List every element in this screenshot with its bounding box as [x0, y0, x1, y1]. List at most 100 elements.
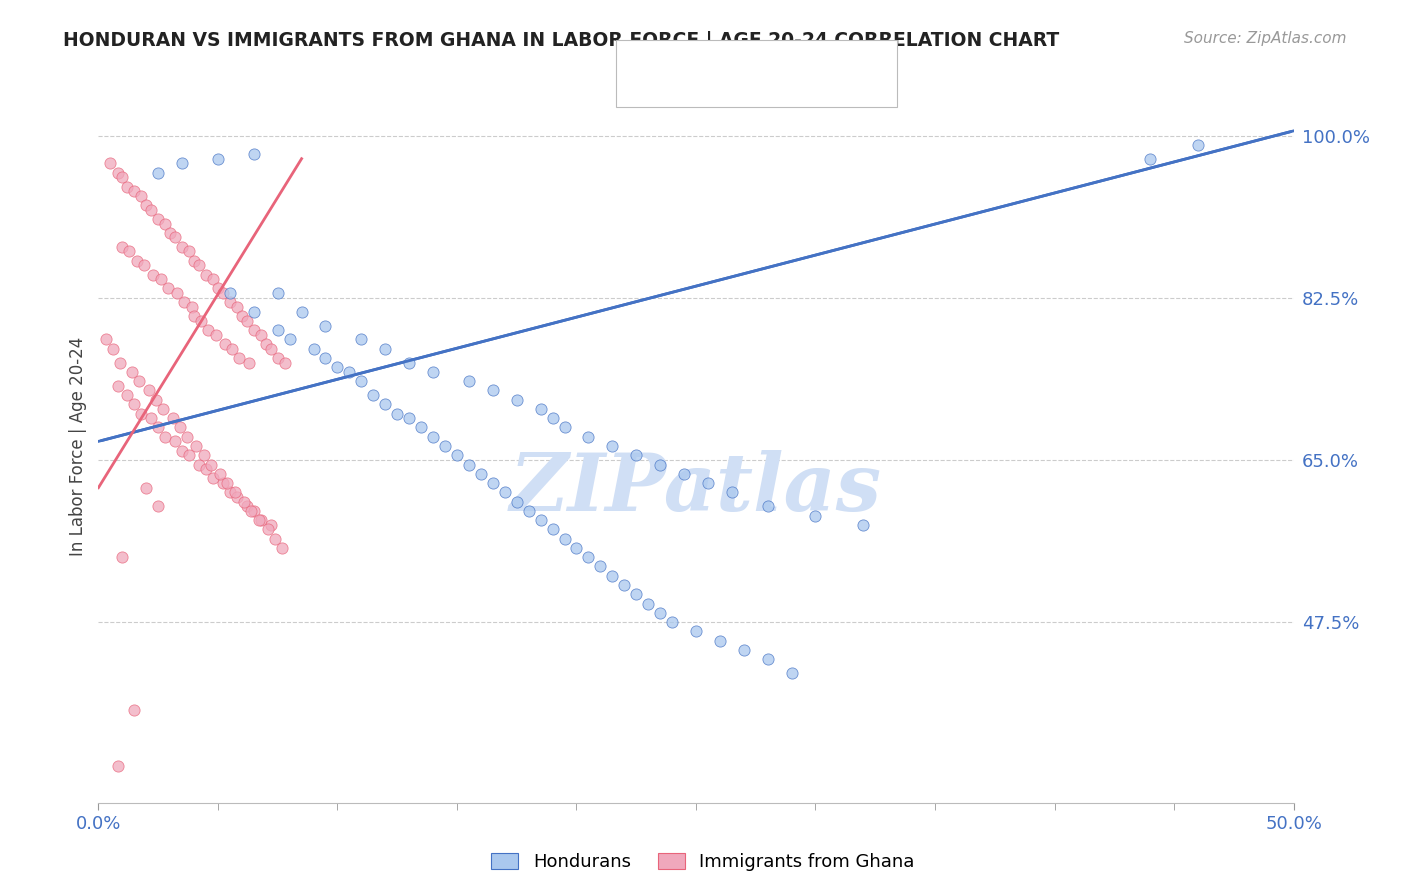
Point [398, 355, 420, 369]
Point [578, 430, 600, 444]
Point [131, 407, 153, 421]
Text: 96: 96 [806, 79, 831, 97]
Point [565, 541, 588, 555]
Point [195, 268, 218, 282]
Point [756, 652, 779, 666]
Point [541, 523, 564, 537]
Point [179, 244, 201, 259]
Point [434, 439, 457, 453]
Point [648, 458, 672, 472]
Point [107, 166, 129, 180]
Point [226, 300, 249, 314]
Point [145, 392, 167, 407]
Point [115, 179, 138, 194]
Point [121, 365, 143, 379]
Point [108, 355, 131, 369]
Point [200, 458, 222, 472]
Point [135, 198, 157, 212]
Point [197, 323, 219, 337]
Point [159, 226, 181, 240]
Point [363, 388, 385, 402]
Point [180, 300, 202, 314]
Text: 0.343: 0.343 [700, 79, 756, 97]
Point [554, 420, 576, 434]
Point [411, 420, 433, 434]
Point [163, 230, 186, 244]
Point [152, 401, 174, 416]
Point [148, 166, 170, 180]
Point [506, 392, 529, 407]
Point [626, 587, 648, 601]
Point [254, 337, 277, 351]
Point [626, 448, 648, 462]
Point [166, 286, 188, 301]
Point [211, 476, 233, 491]
Point [271, 541, 294, 555]
Point [190, 314, 212, 328]
Point [517, 504, 540, 518]
Point [257, 523, 280, 537]
Point [224, 485, 246, 500]
Point [240, 504, 263, 518]
Point [219, 286, 242, 301]
Point [142, 268, 165, 282]
Point [315, 318, 337, 333]
Text: HONDURAN VS IMMIGRANTS FROM GHANA IN LABOR FORCE | AGE 20-24 CORRELATION CHART: HONDURAN VS IMMIGRANTS FROM GHANA IN LAB… [63, 31, 1060, 51]
Point [172, 443, 194, 458]
Point [780, 666, 803, 681]
Point [554, 532, 576, 546]
Point [673, 467, 696, 481]
Text: N =: N = [763, 79, 803, 97]
Point [169, 420, 191, 434]
Point [219, 485, 242, 500]
Point [124, 397, 146, 411]
Point [156, 281, 179, 295]
Point [202, 471, 225, 485]
Point [481, 384, 505, 398]
Point [291, 304, 314, 318]
Point [494, 485, 516, 500]
Point [267, 286, 290, 301]
Point [132, 258, 155, 272]
Point [506, 494, 529, 508]
Point [183, 310, 205, 324]
Point [163, 434, 186, 449]
Point [148, 500, 170, 514]
Point [264, 532, 287, 546]
Point [131, 188, 153, 202]
Point [111, 240, 134, 254]
Point [101, 342, 124, 356]
Point [231, 310, 253, 324]
Legend: Hondurans, Immigrants from Ghana: Hondurans, Immigrants from Ghana [484, 846, 922, 879]
Point [302, 342, 325, 356]
Point [385, 407, 409, 421]
Point [138, 384, 160, 398]
Point [115, 388, 138, 402]
Point [733, 643, 755, 657]
Point [217, 476, 239, 491]
Point [541, 411, 564, 425]
Point [637, 597, 659, 611]
Point [685, 624, 707, 639]
Text: ZIPatlas: ZIPatlas [510, 450, 882, 527]
Point [187, 258, 209, 272]
Point [219, 295, 242, 310]
Point [193, 448, 215, 462]
Point [139, 411, 162, 425]
Point [250, 513, 273, 527]
Point [267, 323, 290, 337]
Point [422, 365, 444, 379]
Point [709, 633, 731, 648]
Text: R =: R = [658, 79, 697, 97]
Point [173, 295, 195, 310]
Point [148, 420, 170, 434]
Point [243, 304, 266, 318]
Point [155, 217, 177, 231]
Point [207, 152, 229, 166]
Point [350, 333, 373, 347]
Point [602, 568, 624, 582]
Point [111, 550, 134, 565]
Text: N =: N = [763, 50, 803, 68]
Text: 0.379: 0.379 [700, 50, 756, 68]
Point [267, 351, 290, 365]
